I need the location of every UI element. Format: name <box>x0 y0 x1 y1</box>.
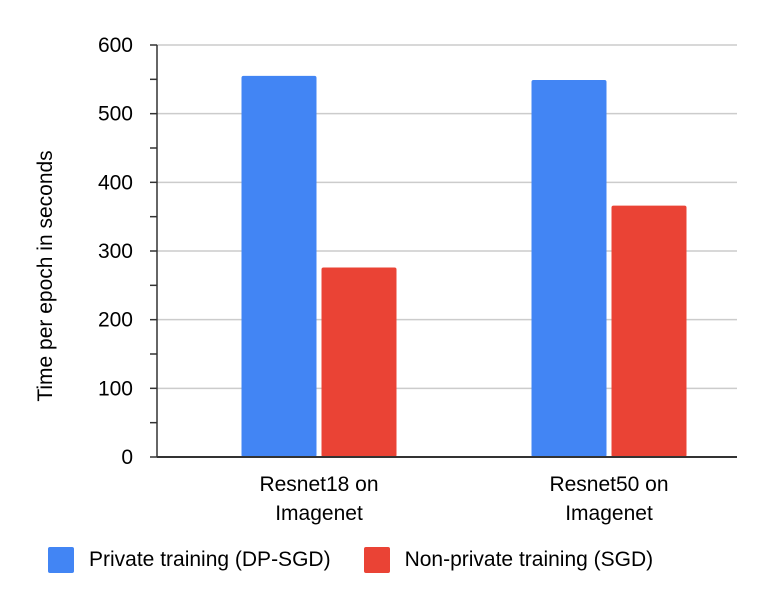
legend: Private training (DP-SGD) Non-private tr… <box>48 546 686 574</box>
bar <box>241 75 317 458</box>
y-tick-label: 200 <box>98 309 133 332</box>
y-tick-label: 100 <box>98 377 133 400</box>
legend-label-non-private: Non-private training (SGD) <box>404 548 654 571</box>
x-category-label: Imagenet <box>275 502 363 525</box>
y-tick-label: 0 <box>121 446 133 469</box>
bar <box>321 267 397 457</box>
legend-label-private: Private training (DP-SGD) <box>89 548 331 571</box>
bar-chart: 0 100 200 300 400 500 600 Resnet18 on Imagenet Re… <box>34 34 737 525</box>
y-axis-title: Time per epoch in seconds <box>34 150 57 401</box>
bar <box>611 205 687 457</box>
legend-item-non-private: Non-private training (SGD) <box>363 547 654 573</box>
x-category-label: Resnet18 on <box>259 473 378 496</box>
y-tick-label: 300 <box>98 240 133 263</box>
y-tick-label: 500 <box>98 103 133 126</box>
x-category-label: Imagenet <box>565 502 653 525</box>
legend-item-private: Private training (DP-SGD) <box>48 547 331 573</box>
legend-swatch-non-private <box>363 547 390 573</box>
legend-swatch-private <box>48 547 74 573</box>
y-tick-label: 600 <box>98 34 133 57</box>
bar <box>531 80 607 458</box>
y-tick-label: 400 <box>98 171 133 194</box>
x-category-label: Resnet50 on <box>549 473 668 496</box>
